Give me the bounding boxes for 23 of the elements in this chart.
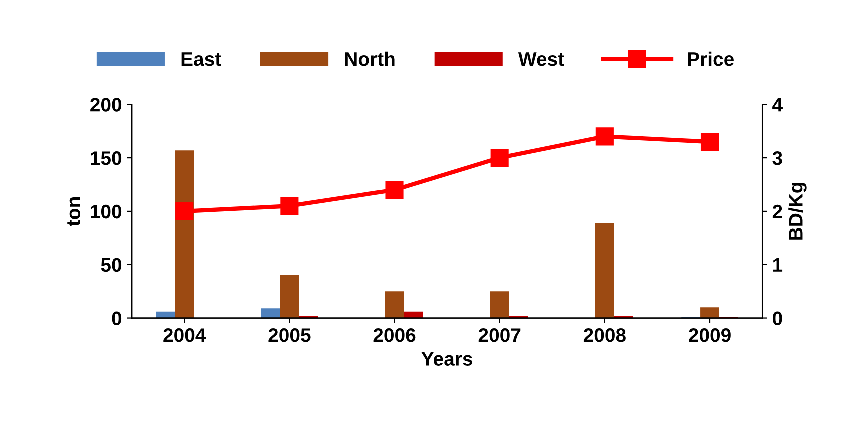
legend-label: East — [182, 52, 222, 66]
y2-tick-label: 0 — [773, 312, 782, 326]
y-tick-label: 100 — [91, 204, 122, 219]
y-tick-label: 50 — [101, 258, 122, 272]
x-tick-label: 2007 — [478, 328, 521, 342]
x-tick-label: 2005 — [268, 328, 311, 342]
y2-tick-label: 1 — [773, 258, 783, 272]
y2-tick-label: 4 — [772, 98, 783, 112]
x-tick-label: 2009 — [689, 328, 731, 342]
x-tick-label: 2004 — [164, 328, 206, 342]
legend-label: North — [345, 52, 395, 66]
x-axis-title: Years — [422, 352, 472, 366]
legend-label: Price — [688, 52, 734, 66]
y-tick-label: 150 — [91, 152, 122, 166]
y-tick-label: 0 — [112, 312, 122, 326]
x-tick-label: 2006 — [374, 328, 416, 342]
x-tick-label: 2008 — [584, 328, 626, 342]
y2-tick-label: 3 — [772, 152, 782, 166]
legend-label: West — [518, 52, 564, 66]
y2-tick-label: 2 — [772, 204, 782, 219]
y2-axis-title: BD/Kg — [788, 183, 807, 240]
y-tick-label: 200 — [90, 98, 122, 112]
y-axis-title: ton — [68, 198, 80, 226]
